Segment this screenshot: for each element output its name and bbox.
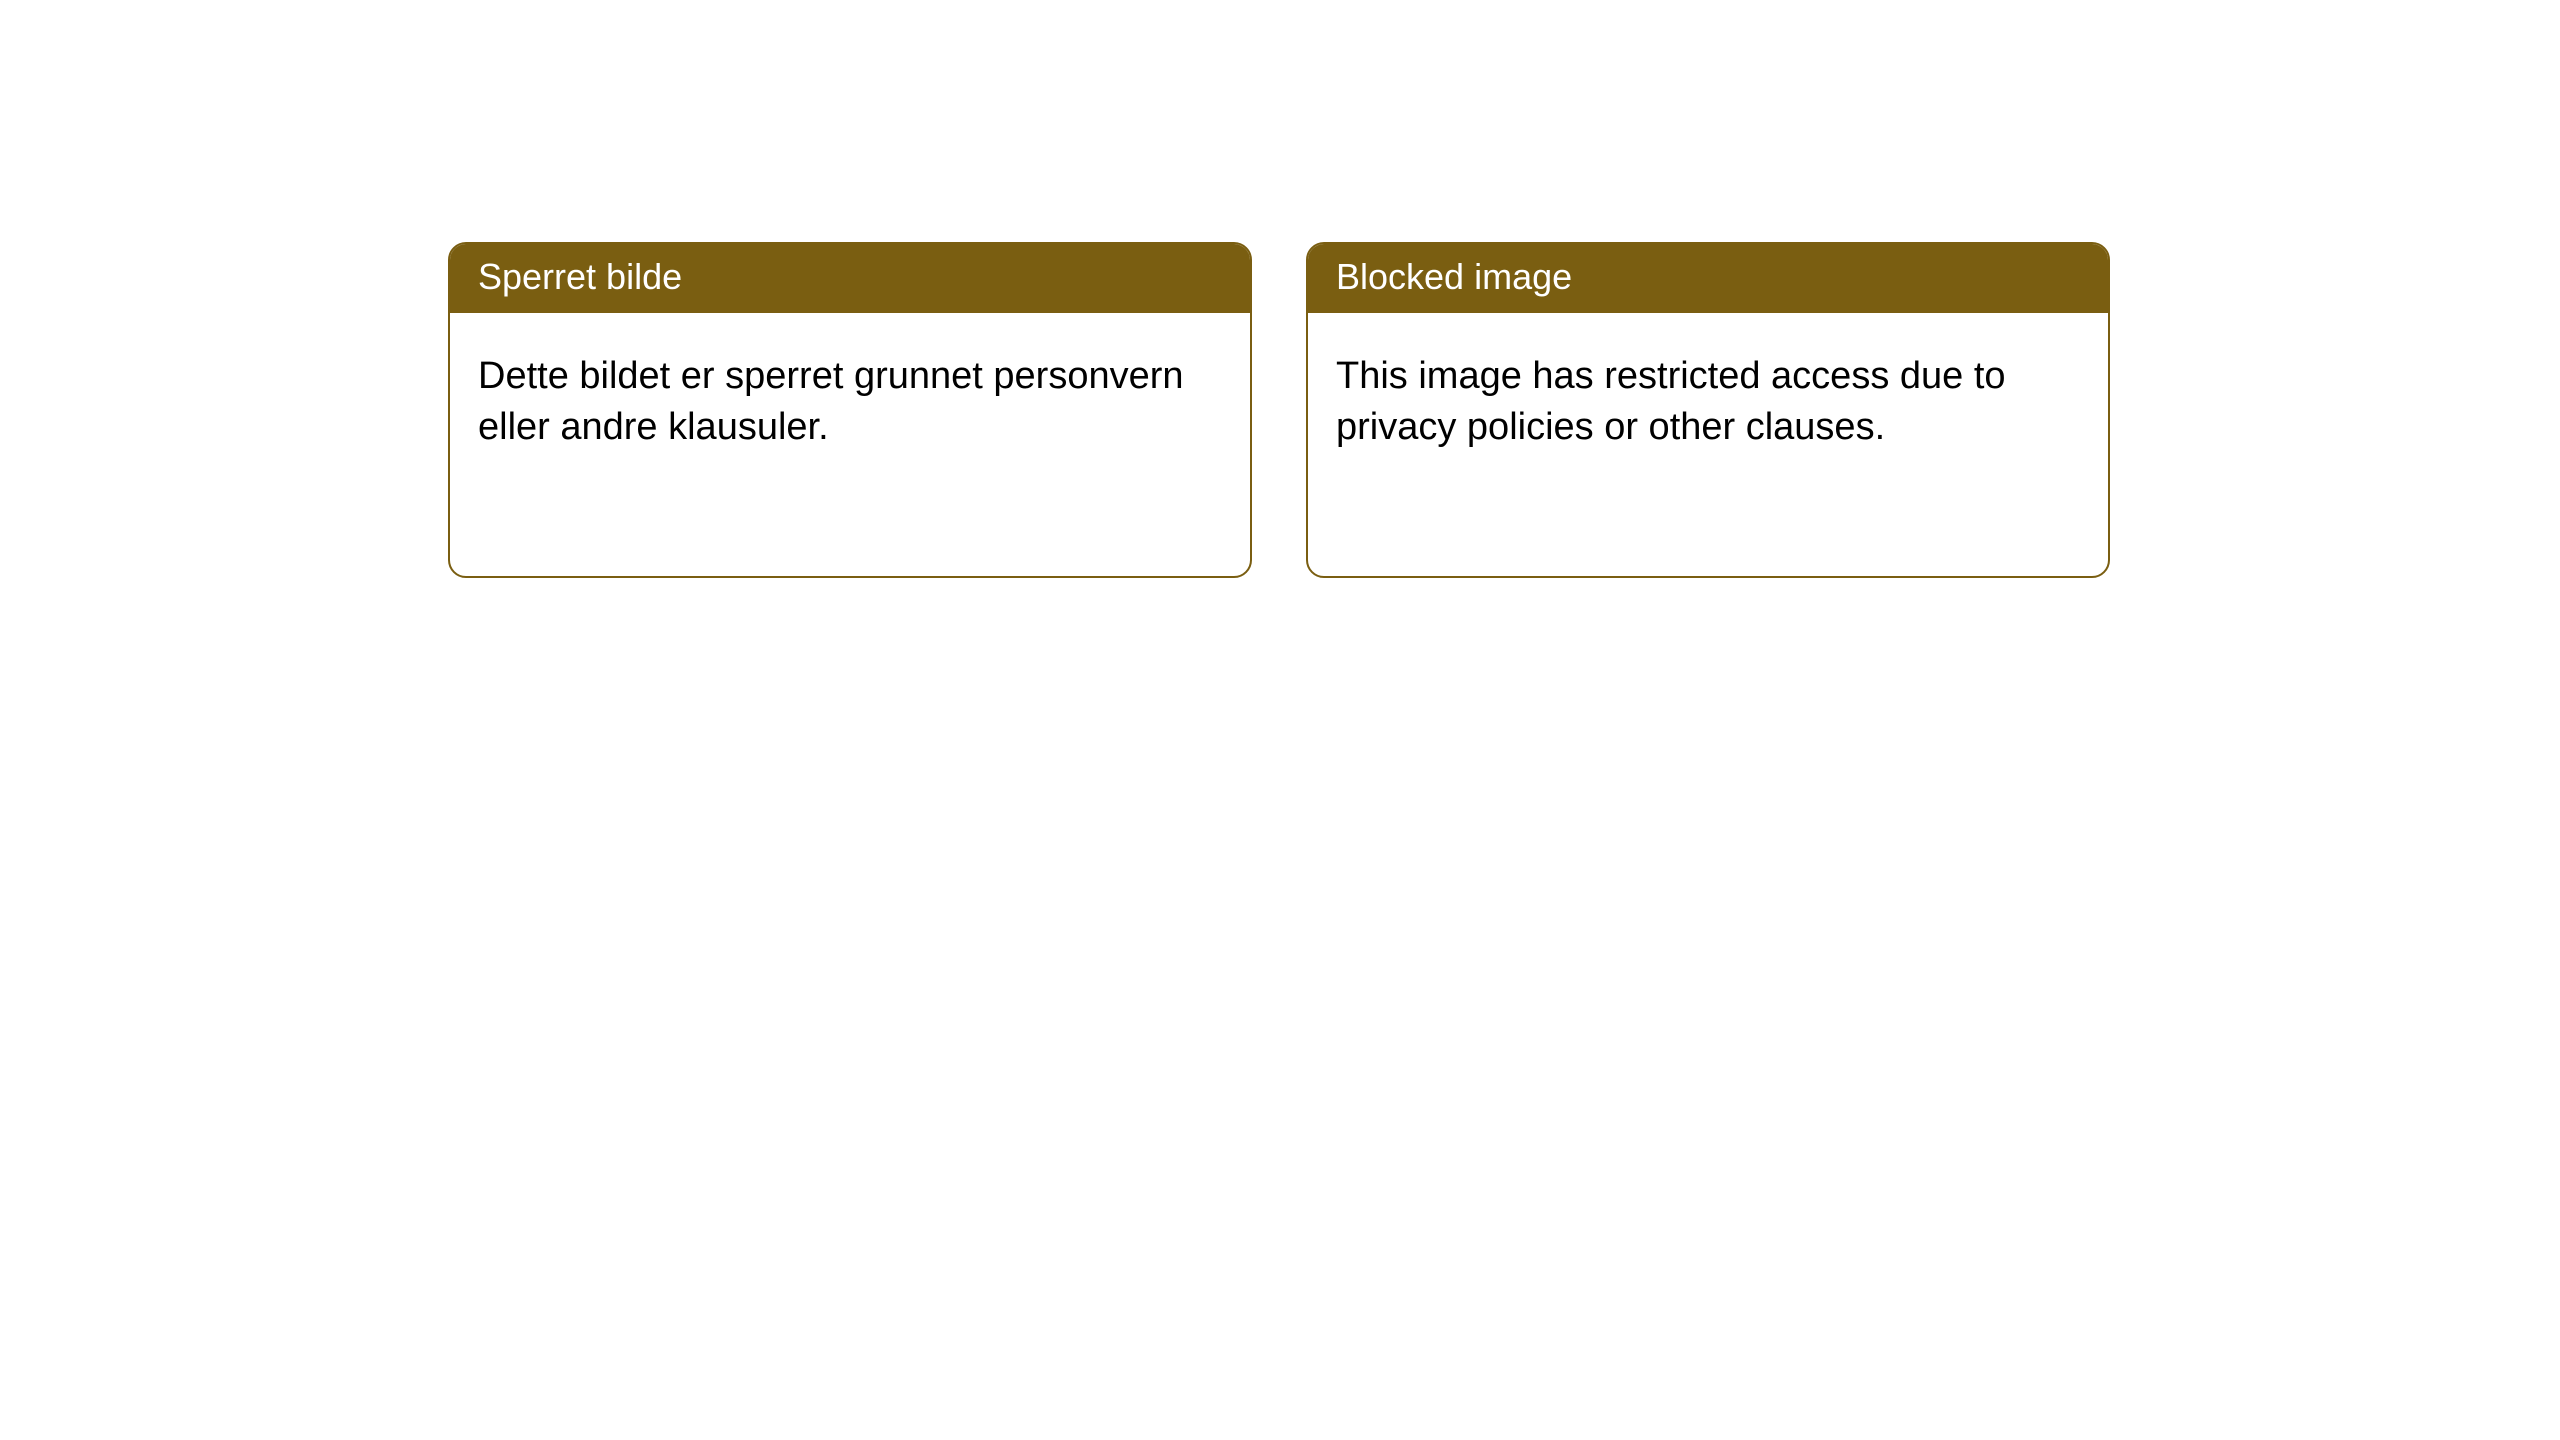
notice-title: Blocked image [1308,244,2108,313]
notice-body: This image has restricted access due to … [1308,313,2108,492]
notice-body: Dette bildet er sperret grunnet personve… [450,313,1250,492]
notice-box-norwegian: Sperret bilde Dette bildet er sperret gr… [448,242,1252,578]
notices-container: Sperret bilde Dette bildet er sperret gr… [0,0,2560,578]
notice-title: Sperret bilde [450,244,1250,313]
notice-box-english: Blocked image This image has restricted … [1306,242,2110,578]
